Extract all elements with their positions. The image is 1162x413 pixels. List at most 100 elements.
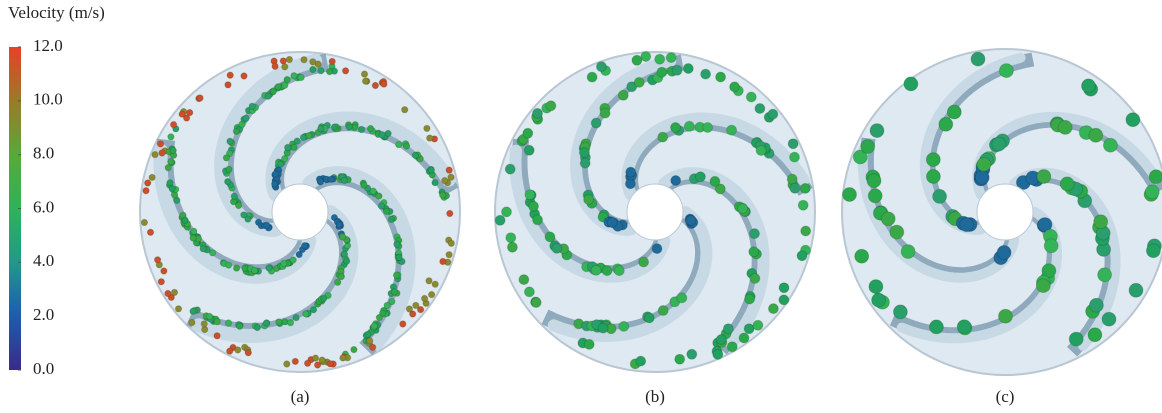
particle xyxy=(596,62,606,72)
particle xyxy=(440,192,446,198)
particle xyxy=(531,298,541,308)
particle xyxy=(367,338,373,344)
particle xyxy=(310,66,316,72)
particle xyxy=(291,144,297,150)
particle xyxy=(171,289,177,295)
particle xyxy=(370,344,376,350)
colorbar-tick-label: 10.0 xyxy=(33,90,63,109)
particle xyxy=(600,108,610,118)
particle xyxy=(179,111,185,117)
particle xyxy=(1037,170,1051,184)
particle xyxy=(361,182,367,188)
particle xyxy=(652,244,662,254)
particle xyxy=(843,188,857,202)
particle xyxy=(287,320,293,326)
particle xyxy=(881,212,895,226)
particle xyxy=(225,262,231,268)
particle xyxy=(658,132,668,142)
hub xyxy=(977,184,1033,240)
particle xyxy=(446,167,452,173)
particle xyxy=(170,147,176,153)
particle xyxy=(200,246,206,252)
particle xyxy=(495,215,505,225)
particle xyxy=(999,64,1013,78)
particle xyxy=(787,174,797,184)
particle xyxy=(242,265,248,271)
particle xyxy=(191,228,197,234)
particle xyxy=(929,320,943,334)
particle xyxy=(225,178,231,184)
particle xyxy=(190,308,196,314)
particle xyxy=(546,101,556,111)
particle xyxy=(318,126,324,132)
particle xyxy=(400,321,406,327)
colorbar-tick-label: 2.0 xyxy=(33,305,54,324)
particle xyxy=(768,109,778,119)
particle xyxy=(264,222,270,228)
particle xyxy=(393,272,399,278)
particle xyxy=(529,201,539,211)
particle xyxy=(243,115,249,121)
particle xyxy=(738,204,748,214)
particle xyxy=(506,233,516,243)
particle xyxy=(992,137,1006,151)
particle xyxy=(351,346,357,352)
particle xyxy=(1146,244,1160,258)
particle xyxy=(310,59,316,65)
panel-label: (c) xyxy=(996,387,1015,406)
particle xyxy=(790,152,800,162)
particle xyxy=(614,266,624,276)
particle xyxy=(584,195,594,205)
particle xyxy=(591,265,601,275)
particle xyxy=(284,361,290,367)
hub xyxy=(272,184,328,240)
particle xyxy=(901,245,915,259)
particle xyxy=(502,207,512,217)
particle xyxy=(327,361,333,367)
particle xyxy=(161,268,167,274)
particle xyxy=(165,290,171,296)
particle xyxy=(1149,170,1162,184)
particle xyxy=(396,141,402,147)
particle xyxy=(727,342,737,352)
particle xyxy=(298,74,304,80)
particle xyxy=(587,72,597,82)
particle xyxy=(658,306,668,316)
particle xyxy=(607,217,617,227)
particle xyxy=(939,117,953,131)
particle xyxy=(657,67,667,77)
particle xyxy=(1058,120,1072,134)
particle xyxy=(231,193,237,199)
particle xyxy=(344,258,350,264)
particle xyxy=(376,193,382,199)
particle xyxy=(1126,113,1140,127)
particle xyxy=(424,125,430,131)
particle xyxy=(432,179,438,185)
particle xyxy=(869,280,883,294)
particle xyxy=(960,218,974,232)
particle xyxy=(340,234,346,240)
particle xyxy=(618,90,628,100)
particle xyxy=(426,278,432,284)
particle xyxy=(141,219,147,225)
particle xyxy=(294,138,300,144)
particle xyxy=(677,293,687,303)
particle xyxy=(170,121,176,127)
particle xyxy=(926,153,940,167)
particle xyxy=(272,63,278,69)
particle xyxy=(639,257,649,267)
particle xyxy=(149,174,155,180)
particle xyxy=(684,121,694,131)
particle xyxy=(524,287,534,297)
particle xyxy=(442,177,448,183)
particle xyxy=(342,68,348,74)
particle xyxy=(448,240,454,246)
particle xyxy=(329,58,335,64)
particle xyxy=(412,152,418,158)
particle xyxy=(326,68,332,74)
particle xyxy=(317,178,323,184)
particle xyxy=(223,155,229,161)
particle xyxy=(241,212,247,218)
particle xyxy=(154,257,160,263)
particle xyxy=(1082,79,1096,93)
